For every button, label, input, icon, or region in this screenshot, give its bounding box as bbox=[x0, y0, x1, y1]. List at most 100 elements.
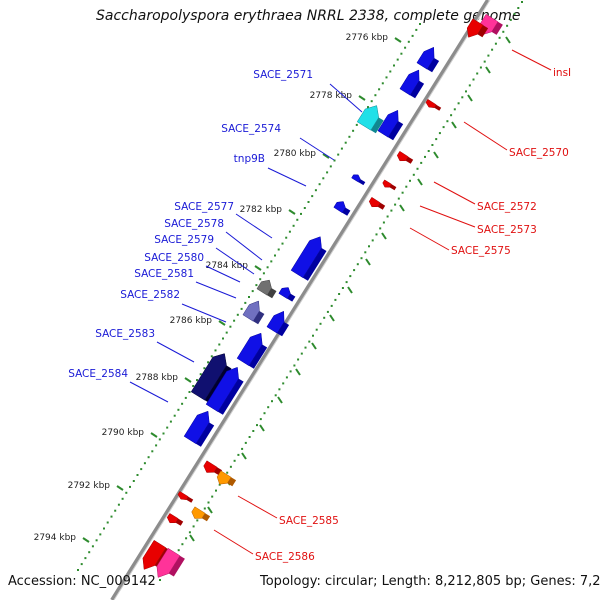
gene-label-reverse[interactable]: SACE_2572 bbox=[477, 201, 537, 213]
track-dot bbox=[393, 64, 395, 67]
gene-label-reverse[interactable]: SACE_2573 bbox=[477, 224, 537, 236]
gene-rev[interactable] bbox=[142, 539, 167, 570]
gene-fwd[interactable] bbox=[290, 236, 322, 279]
track-dot bbox=[356, 263, 359, 266]
gene-rev-small-side bbox=[377, 202, 386, 210]
label-connector-red bbox=[213, 529, 254, 555]
gene-fwd[interactable] bbox=[399, 69, 420, 96]
ruler-tick bbox=[288, 209, 296, 215]
gene-label-reverse[interactable]: SACE_2575 bbox=[451, 245, 511, 257]
gene-fwd[interactable] bbox=[266, 310, 285, 334]
track-tick bbox=[259, 424, 265, 432]
track-dot bbox=[344, 141, 347, 144]
track-dot bbox=[419, 23, 421, 25]
gene-rev-orange[interactable] bbox=[191, 506, 206, 519]
gene-rev-small-side bbox=[175, 518, 184, 526]
track-dot bbox=[233, 319, 236, 322]
track-tick bbox=[295, 368, 301, 376]
gene-label-forward[interactable]: SACE_2571 bbox=[253, 69, 313, 81]
track-dot bbox=[136, 474, 139, 476]
gene-rev-pink[interactable] bbox=[156, 547, 181, 578]
gene-label-reverse[interactable]: SACE_2570 bbox=[509, 147, 569, 159]
track-dot bbox=[218, 483, 221, 486]
gene-rev-small[interactable] bbox=[425, 98, 437, 108]
track-dot bbox=[479, 66, 482, 69]
track-dot bbox=[308, 340, 311, 343]
gene-rev-orange[interactable] bbox=[216, 470, 232, 485]
ruler-tick-label: 2794 kbp bbox=[34, 533, 77, 543]
track-dot bbox=[368, 245, 370, 248]
track-dot bbox=[453, 108, 456, 111]
gene-rev-small[interactable] bbox=[166, 513, 179, 524]
gene-label-reverse[interactable]: SACE_2585 bbox=[279, 515, 339, 527]
track-dot bbox=[412, 173, 415, 176]
track-dot bbox=[370, 100, 373, 103]
gene-fwd-navy[interactable] bbox=[190, 353, 227, 401]
track-dot bbox=[177, 408, 180, 411]
gene-fwd-side bbox=[427, 58, 440, 73]
gene-label-forward[interactable]: SACE_2578 bbox=[164, 218, 224, 230]
track-tick bbox=[189, 534, 195, 542]
gene-rev-small[interactable] bbox=[382, 179, 392, 188]
gene-label-forward[interactable]: SACE_2574 bbox=[221, 123, 281, 135]
track-tick bbox=[433, 151, 439, 159]
track-dot bbox=[289, 370, 292, 373]
gene-rev-small[interactable] bbox=[396, 150, 409, 162]
track-dot bbox=[288, 230, 291, 233]
gene-rev-small[interactable] bbox=[177, 491, 189, 500]
track-dot bbox=[285, 236, 288, 239]
gene-rev-small[interactable] bbox=[368, 196, 381, 208]
gene-fwd[interactable] bbox=[205, 366, 239, 413]
gene-fwd-lavender[interactable] bbox=[242, 300, 260, 322]
gene-rev[interactable] bbox=[466, 18, 484, 38]
track-tick bbox=[467, 94, 473, 102]
gene-fwd-small[interactable] bbox=[333, 201, 346, 214]
gene-fwd-grey[interactable] bbox=[256, 279, 272, 296]
track-dot bbox=[207, 361, 210, 364]
gene-label-forward[interactable]: SACE_2584 bbox=[68, 368, 128, 380]
track-dot bbox=[244, 301, 247, 304]
gene-fwd[interactable] bbox=[377, 109, 399, 138]
gene-label-forward[interactable]: SACE_2579 bbox=[154, 234, 214, 246]
gene-fwd[interactable] bbox=[416, 46, 435, 70]
track-dot bbox=[210, 355, 213, 358]
label-connector-blue bbox=[329, 83, 363, 113]
gene-fwd-cyan[interactable] bbox=[356, 105, 379, 131]
track-dot bbox=[457, 102, 460, 105]
gene-fwd-cyan-side bbox=[370, 117, 384, 134]
gene-label-forward[interactable]: SACE_2583 bbox=[95, 328, 155, 340]
ruler-tick-label: 2786 kbp bbox=[170, 316, 213, 326]
gene-fwd[interactable] bbox=[183, 410, 210, 445]
gene-label-reverse[interactable]: SACE_2586 bbox=[255, 551, 315, 563]
track-dot bbox=[262, 272, 265, 275]
gene-label-forward[interactable]: SACE_2581 bbox=[134, 268, 194, 280]
track-tick bbox=[329, 314, 335, 322]
track-dot bbox=[390, 209, 393, 212]
track-dot bbox=[188, 391, 191, 393]
gene-label-forward[interactable]: SACE_2582 bbox=[120, 289, 180, 301]
track-dot bbox=[80, 563, 83, 566]
topology-text: Topology: circular; Length: 8,212,805 bp… bbox=[260, 574, 600, 589]
track-dot bbox=[446, 120, 449, 123]
ruler-tick-label: 2780 kbp bbox=[274, 149, 317, 159]
gene-fwd-small[interactable] bbox=[351, 174, 361, 183]
gene-label-forward[interactable]: SACE_2577 bbox=[174, 201, 234, 213]
label-connector-blue bbox=[181, 303, 227, 323]
label-connector-blue bbox=[225, 231, 263, 261]
outer-dotted-track bbox=[159, 1, 523, 581]
track-dot bbox=[222, 337, 224, 340]
gene-fwd[interactable] bbox=[236, 332, 263, 367]
gene-rev-small[interactable] bbox=[203, 460, 218, 473]
gene-fwd-small[interactable] bbox=[278, 287, 291, 299]
track-dot bbox=[300, 352, 303, 355]
gene-label-forward[interactable]: tnp9B bbox=[234, 153, 265, 165]
gene-label-forward[interactable]: SACE_2580 bbox=[144, 252, 204, 264]
track-dot bbox=[185, 537, 188, 540]
track-dot bbox=[326, 171, 329, 174]
gene-label-reverse[interactable]: insI bbox=[553, 67, 571, 79]
label-connector-red bbox=[463, 121, 508, 151]
track-dot bbox=[236, 313, 239, 316]
track-dot bbox=[431, 144, 434, 146]
track-dot bbox=[143, 462, 146, 465]
track-dot bbox=[435, 138, 438, 141]
